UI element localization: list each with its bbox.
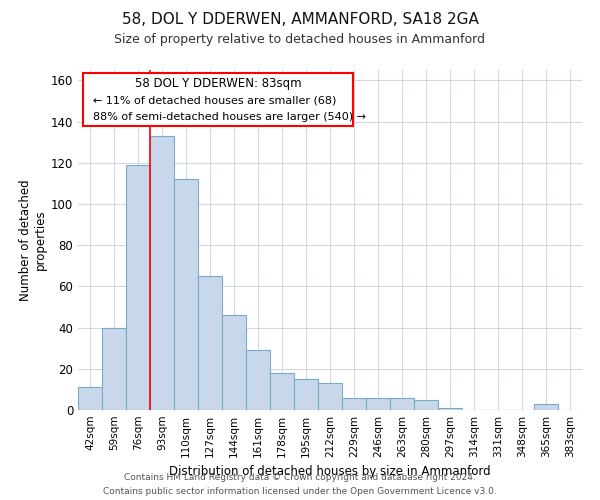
Bar [102,328,126,410]
Text: Contains public sector information licensed under the Open Government Licence v3: Contains public sector information licen… [103,486,497,496]
Bar [414,400,438,410]
Text: 58, DOL Y DDERWEN, AMMANFORD, SA18 2GA: 58, DOL Y DDERWEN, AMMANFORD, SA18 2GA [122,12,478,28]
Bar [150,136,174,410]
Text: 88% of semi-detached houses are larger (540) →: 88% of semi-detached houses are larger (… [93,112,366,122]
Y-axis label: Number of detached
properties: Number of detached properties [19,179,47,301]
Bar [318,383,342,410]
Bar [534,404,558,410]
Text: ← 11% of detached houses are smaller (68): ← 11% of detached houses are smaller (68… [93,96,337,106]
Bar [126,165,150,410]
FancyBboxPatch shape [83,74,353,126]
Bar [390,398,414,410]
Text: 58 DOL Y DDERWEN: 83sqm: 58 DOL Y DDERWEN: 83sqm [134,78,301,90]
Bar [246,350,270,410]
Text: Size of property relative to detached houses in Ammanford: Size of property relative to detached ho… [115,32,485,46]
Bar [294,379,318,410]
Bar [78,388,102,410]
Bar [270,373,294,410]
X-axis label: Distribution of detached houses by size in Ammanford: Distribution of detached houses by size … [169,466,491,478]
Bar [366,398,390,410]
Bar [222,315,246,410]
Bar [342,398,366,410]
Bar [198,276,222,410]
Bar [438,408,462,410]
Bar [174,179,198,410]
Text: Contains HM Land Registry data © Crown copyright and database right 2024.: Contains HM Land Registry data © Crown c… [124,473,476,482]
